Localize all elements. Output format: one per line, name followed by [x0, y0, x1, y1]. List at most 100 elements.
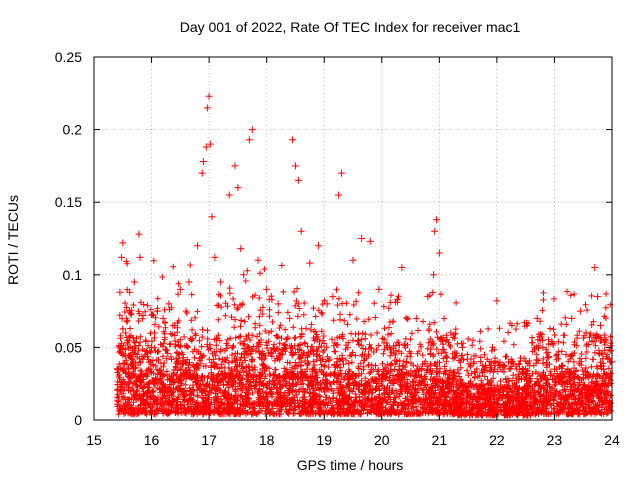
y-tick-label: 0.2 [63, 122, 83, 138]
data-point [211, 253, 219, 261]
data-point [245, 136, 253, 144]
data-point [435, 249, 443, 257]
x-tick-label: 22 [489, 432, 505, 448]
data-point [375, 285, 383, 293]
data-point [217, 278, 225, 286]
data-point [185, 278, 193, 286]
x-tick-label: 20 [374, 432, 390, 448]
data-point [171, 322, 179, 330]
grid [94, 57, 612, 420]
data-point [430, 271, 438, 279]
data-point [366, 237, 374, 245]
data-point [182, 307, 190, 315]
data-point [384, 343, 392, 351]
data-point [337, 169, 345, 177]
y-tick-label: 0 [74, 412, 82, 428]
data-point [240, 271, 248, 279]
x-tick-label: 16 [144, 432, 160, 448]
data-point [602, 336, 610, 344]
x-tick-label: 15 [86, 432, 102, 448]
data-point [349, 256, 357, 264]
data-point [231, 162, 239, 170]
data-point [431, 227, 439, 235]
data-point [234, 184, 242, 192]
data-point [165, 300, 173, 308]
y-tick-label: 0.05 [55, 339, 82, 355]
data-point [294, 176, 302, 184]
data-point [237, 245, 245, 253]
data-point [159, 314, 167, 322]
data-point [225, 191, 233, 199]
data-point [289, 136, 297, 144]
data-point [605, 372, 613, 380]
data-point [125, 365, 133, 373]
data-point [591, 264, 599, 272]
data-point [136, 253, 144, 261]
data-point [493, 297, 501, 305]
data-point [432, 216, 440, 224]
data-point [568, 314, 576, 322]
y-axis-label: ROTI / TECUs [5, 195, 21, 285]
data-point [119, 239, 127, 247]
x-axis-label: GPS time / hours [297, 457, 404, 473]
data-point [576, 307, 584, 315]
data-point [203, 104, 211, 112]
x-tick-label: 21 [432, 432, 448, 448]
data-point [504, 358, 512, 366]
data-point [458, 343, 466, 351]
data-point [205, 92, 213, 100]
data-point [202, 143, 210, 151]
data-point [274, 300, 282, 308]
data-point [323, 300, 331, 308]
data-point [424, 293, 432, 301]
tick-labels: 15 16 17 18 19 20 21 22 23 24 0 0.05 0.1 0.15 0.2 0.25 [55, 49, 620, 448]
data-point [139, 311, 147, 319]
data-point [254, 256, 262, 264]
data-point [533, 314, 541, 322]
data-point [487, 358, 495, 366]
data-point [314, 242, 322, 250]
x-tick-label: 23 [547, 432, 563, 448]
y-tick-label: 0.25 [55, 49, 82, 65]
data-point [116, 288, 124, 296]
data-point [286, 314, 294, 322]
chart-title: Day 001 of 2022, Rate Of TEC Index for r… [180, 19, 521, 35]
data-point [176, 285, 184, 293]
data-point [335, 191, 343, 199]
data-point [263, 285, 271, 293]
data-point [582, 329, 590, 337]
data-point [398, 264, 406, 272]
data-point [594, 293, 602, 301]
data-point [130, 278, 138, 286]
data-point [522, 365, 530, 373]
data-point [329, 293, 337, 301]
data-points [116, 92, 616, 380]
data-point [297, 227, 305, 235]
dense-data-cloud [114, 257, 614, 419]
data-point [208, 213, 216, 221]
data-point [135, 230, 143, 238]
data-point [412, 314, 420, 322]
data-point [126, 288, 134, 296]
data-point [206, 140, 214, 148]
data-point [199, 158, 207, 166]
axis-ticks [93, 56, 613, 421]
data-point [306, 259, 314, 267]
data-point [470, 358, 478, 366]
data-point [194, 242, 202, 250]
data-point [447, 329, 455, 337]
data-point [596, 322, 604, 330]
y-tick-label: 0.15 [55, 194, 82, 210]
data-point [122, 329, 130, 337]
data-point [153, 307, 161, 315]
x-tick-label: 17 [201, 432, 217, 448]
data-point [358, 235, 366, 242]
data-point [562, 351, 570, 359]
x-tick-label: 18 [259, 432, 275, 448]
data-point [539, 343, 547, 351]
data-point [142, 336, 150, 344]
y-tick-label: 0.1 [63, 267, 83, 283]
dense-data-path [114, 257, 614, 419]
x-tick-label: 24 [604, 432, 620, 448]
